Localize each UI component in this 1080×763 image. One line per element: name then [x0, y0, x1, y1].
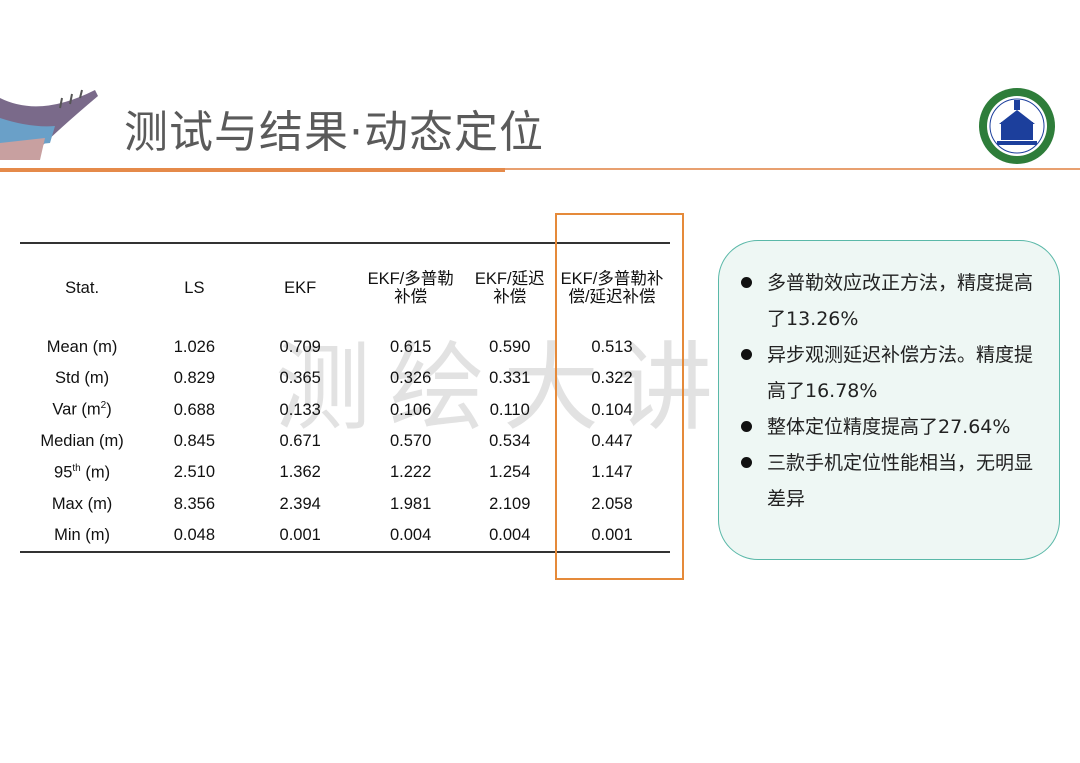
table-row: 95th (m) 2.510 1.362 1.222 1.254 1.147 — [20, 457, 670, 488]
table-cell: 0.106 — [390, 400, 432, 419]
wuhan-university-logo — [979, 88, 1055, 164]
table-cell: 0.829 — [173, 369, 216, 388]
table-cell: 0.671 — [279, 432, 321, 451]
table-cell: 2.058 — [591, 494, 633, 513]
table-cell: 2.510 — [173, 463, 216, 482]
header-stat: Stat. — [65, 279, 100, 297]
table-cell: 2.109 — [489, 494, 531, 513]
table-header-row: Stat. LS EKF EKF/多普勒补偿 EKF/延迟补偿 EKF/多普勒补… — [20, 243, 670, 332]
table-cell: 0.331 — [489, 369, 531, 388]
table-cell: 0.001 — [591, 525, 633, 544]
table-cell: 0.110 — [489, 400, 530, 419]
table-cell: 1.254 — [489, 463, 531, 482]
header-ekf-delay: EKF/延迟补偿 — [474, 270, 545, 306]
table-row: Median (m) 0.845 0.671 0.570 0.534 0.447 — [20, 426, 670, 457]
bullet-item: 三款手机定位性能相当，无明显差异 — [741, 445, 1041, 517]
header-ekf-doppler-delay: EKF/多普勒补偿/延迟补偿 — [560, 270, 664, 306]
table-cell: 0.133 — [279, 400, 321, 419]
pavilion-roof-image — [0, 89, 98, 160]
bullet-icon — [741, 457, 752, 468]
table-cell: 0.004 — [489, 525, 531, 544]
stat-label: Median (m) — [40, 432, 124, 451]
table-cell: 0.004 — [390, 525, 432, 544]
table-cell: 1.362 — [279, 463, 321, 482]
table-cell: 0.534 — [489, 432, 531, 451]
title-divider-accent — [0, 168, 505, 172]
table-cell: 1.026 — [173, 338, 216, 357]
table-cell: 0.322 — [591, 369, 633, 388]
table-cell: 0.709 — [279, 338, 321, 357]
table-cell: 0.447 — [591, 432, 633, 451]
table-cell: 2.394 — [279, 494, 321, 513]
results-table: Stat. LS EKF EKF/多普勒补偿 EKF/延迟补偿 EKF/多普勒补… — [20, 242, 670, 553]
table-cell: 0.615 — [390, 338, 432, 357]
table-cell: 0.845 — [173, 432, 216, 451]
header-ls: LS — [184, 279, 205, 297]
table-cell: 0.688 — [173, 400, 216, 419]
table-cell: 0.104 — [591, 400, 633, 419]
bullet-icon — [741, 421, 752, 432]
bullet-icon — [741, 277, 752, 288]
table-cell: 0.326 — [390, 369, 432, 388]
stat-label: Max (m) — [51, 494, 113, 513]
table-row: Var (m2) 0.688 0.133 0.106 0.110 0.104 — [20, 395, 670, 426]
table-cell: 0.001 — [279, 525, 321, 544]
stat-label: Min (m) — [54, 525, 111, 544]
bullet-text: 整体定位精度提高了27.64% — [767, 416, 1011, 438]
header-ekf-doppler: EKF/多普勒补偿 — [367, 270, 454, 306]
best-column-highlight — [555, 213, 684, 580]
table-cell: 1.222 — [390, 463, 432, 482]
table-cell: 0.365 — [279, 369, 321, 388]
table-cell: 8.356 — [173, 494, 216, 513]
bullet-icon — [741, 349, 752, 360]
bullet-item: 多普勒效应改正方法，精度提高了13.26% — [741, 265, 1041, 337]
bullet-text: 异步观测延迟补偿方法。精度提高了16.78% — [767, 344, 1034, 402]
table-cell: 1.981 — [390, 494, 432, 513]
table-cell: 0.048 — [173, 525, 216, 544]
table-row: Max (m) 8.356 2.394 1.981 2.109 2.058 — [20, 488, 670, 519]
stat-label: 95th (m) — [54, 463, 111, 482]
table-cell: 0.590 — [489, 338, 531, 357]
table-cell: 1.147 — [591, 463, 633, 482]
stat-label: Var (m2) — [52, 400, 112, 419]
table-row: Mean (m) 1.026 0.709 0.615 0.590 0.513 — [20, 332, 670, 363]
table-cell: 0.570 — [390, 432, 432, 451]
table-row: Std (m) 0.829 0.365 0.326 0.331 0.322 — [20, 363, 670, 394]
bullet-text: 多普勒效应改正方法，精度提高了13.26% — [767, 272, 1034, 330]
header-ekf: EKF — [284, 279, 317, 297]
slide-title: 测试与结果·动态定位 — [124, 107, 544, 158]
stat-label: Std (m) — [55, 369, 110, 388]
table-cell: 0.513 — [591, 338, 633, 357]
bullet-item: 整体定位精度提高了27.64% — [741, 409, 1041, 445]
table-row: Min (m) 0.048 0.001 0.004 0.004 0.001 — [20, 520, 670, 553]
bullet-text: 三款手机定位性能相当，无明显差异 — [767, 452, 1034, 510]
stat-label: Mean (m) — [46, 338, 118, 357]
bullet-item: 异步观测延迟补偿方法。精度提高了16.78% — [741, 337, 1041, 409]
title-divider — [505, 168, 1080, 170]
conclusion-callout: 多普勒效应改正方法，精度提高了13.26% 异步观测延迟补偿方法。精度提高了16… — [718, 240, 1060, 560]
